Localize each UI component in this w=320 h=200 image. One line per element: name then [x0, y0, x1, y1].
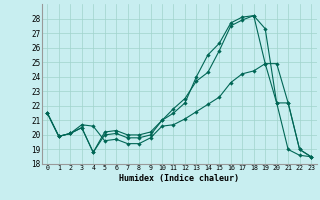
X-axis label: Humidex (Indice chaleur): Humidex (Indice chaleur)	[119, 174, 239, 183]
